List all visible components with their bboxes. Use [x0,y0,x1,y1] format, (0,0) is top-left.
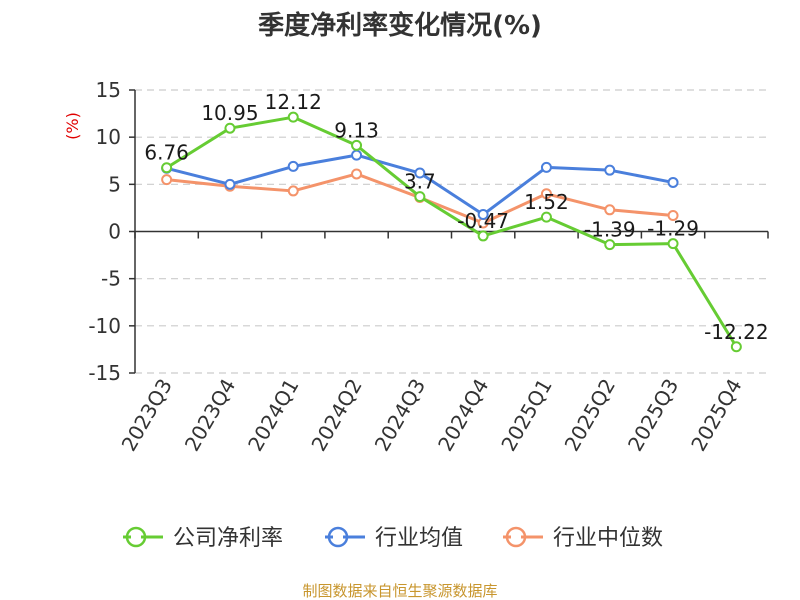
data-point [287,111,299,123]
data-point [224,178,236,190]
data-point [667,209,679,221]
data-point [540,211,552,223]
y-tick-label: 0 [108,220,121,244]
y-tick-label: 15 [96,78,121,102]
y-axis-unit-label: (%) [63,112,82,140]
series-line [165,115,738,348]
legend-item[interactable]: 行业均值 [325,526,463,551]
y-tick-label: 5 [108,172,121,196]
source-note: 制图数据来自恒生聚源数据库 [302,582,497,600]
x-tick-label: 2023Q4 [180,375,240,456]
data-point [351,149,363,161]
x-tick-label: 2025Q4 [686,375,746,456]
data-point [730,341,742,353]
y-tick-label: -10 [88,314,121,338]
data-point [540,188,552,200]
data-point [224,122,236,134]
data-label: -1.29 [647,217,699,241]
data-point [667,176,679,188]
legend-item[interactable]: 行业中位数 [503,526,663,551]
x-tick-label: 2024Q4 [433,375,493,456]
data-point [604,239,616,251]
data-point [540,161,552,173]
data-label: 1.52 [524,190,569,214]
series-layer [161,111,742,353]
x-tick-label: 2025Q1 [496,375,556,456]
data-labels: 6.76 10.95 12.12 9.13 3.7 -0.47 1.52 -1.39 -1.29… [144,90,768,344]
data-label: -1.39 [584,218,636,242]
data-label: 12.12 [265,90,322,114]
legend-label: 行业中位数 [553,526,663,551]
gridlines [135,89,768,374]
data-point [161,174,173,186]
chart-title: 季度净利率变化情况(%) [258,10,542,41]
data-point [287,160,299,172]
data-point [351,139,363,151]
data-point [351,168,363,180]
x-tick-label: 2024Q3 [370,375,430,456]
x-tick-label: 2025Q2 [560,375,620,456]
data-label: 3.7 [404,170,436,194]
y-tick-label: -5 [101,267,121,291]
legend[interactable]: 公司净利率 行业均值 行业中位数 [123,526,663,551]
data-point [287,185,299,197]
data-label: -12.22 [704,320,768,344]
data-point [477,230,489,242]
x-tick-label: 2024Q2 [306,375,366,456]
y-tick-label: -15 [88,361,121,385]
x-tick-label: 2025Q3 [623,375,683,456]
data-label: 9.13 [334,118,379,142]
data-point [161,162,173,174]
data-point [477,209,489,221]
data-point [604,204,616,216]
y-tick-label: 10 [96,125,121,149]
data-label: -0.47 [457,209,509,233]
data-label: 6.76 [144,141,189,165]
x-tick-label: 2024Q1 [243,375,303,456]
legend-label: 行业均值 [375,526,463,551]
legend-label: 公司净利率 [173,526,283,551]
data-point [604,164,616,176]
x-tick-label: 2023Q3 [117,375,177,456]
data-point [414,191,426,203]
legend-item[interactable]: 公司净利率 [123,526,283,551]
data-point [667,238,679,250]
data-label: 10.95 [201,101,258,125]
data-point [414,167,426,179]
